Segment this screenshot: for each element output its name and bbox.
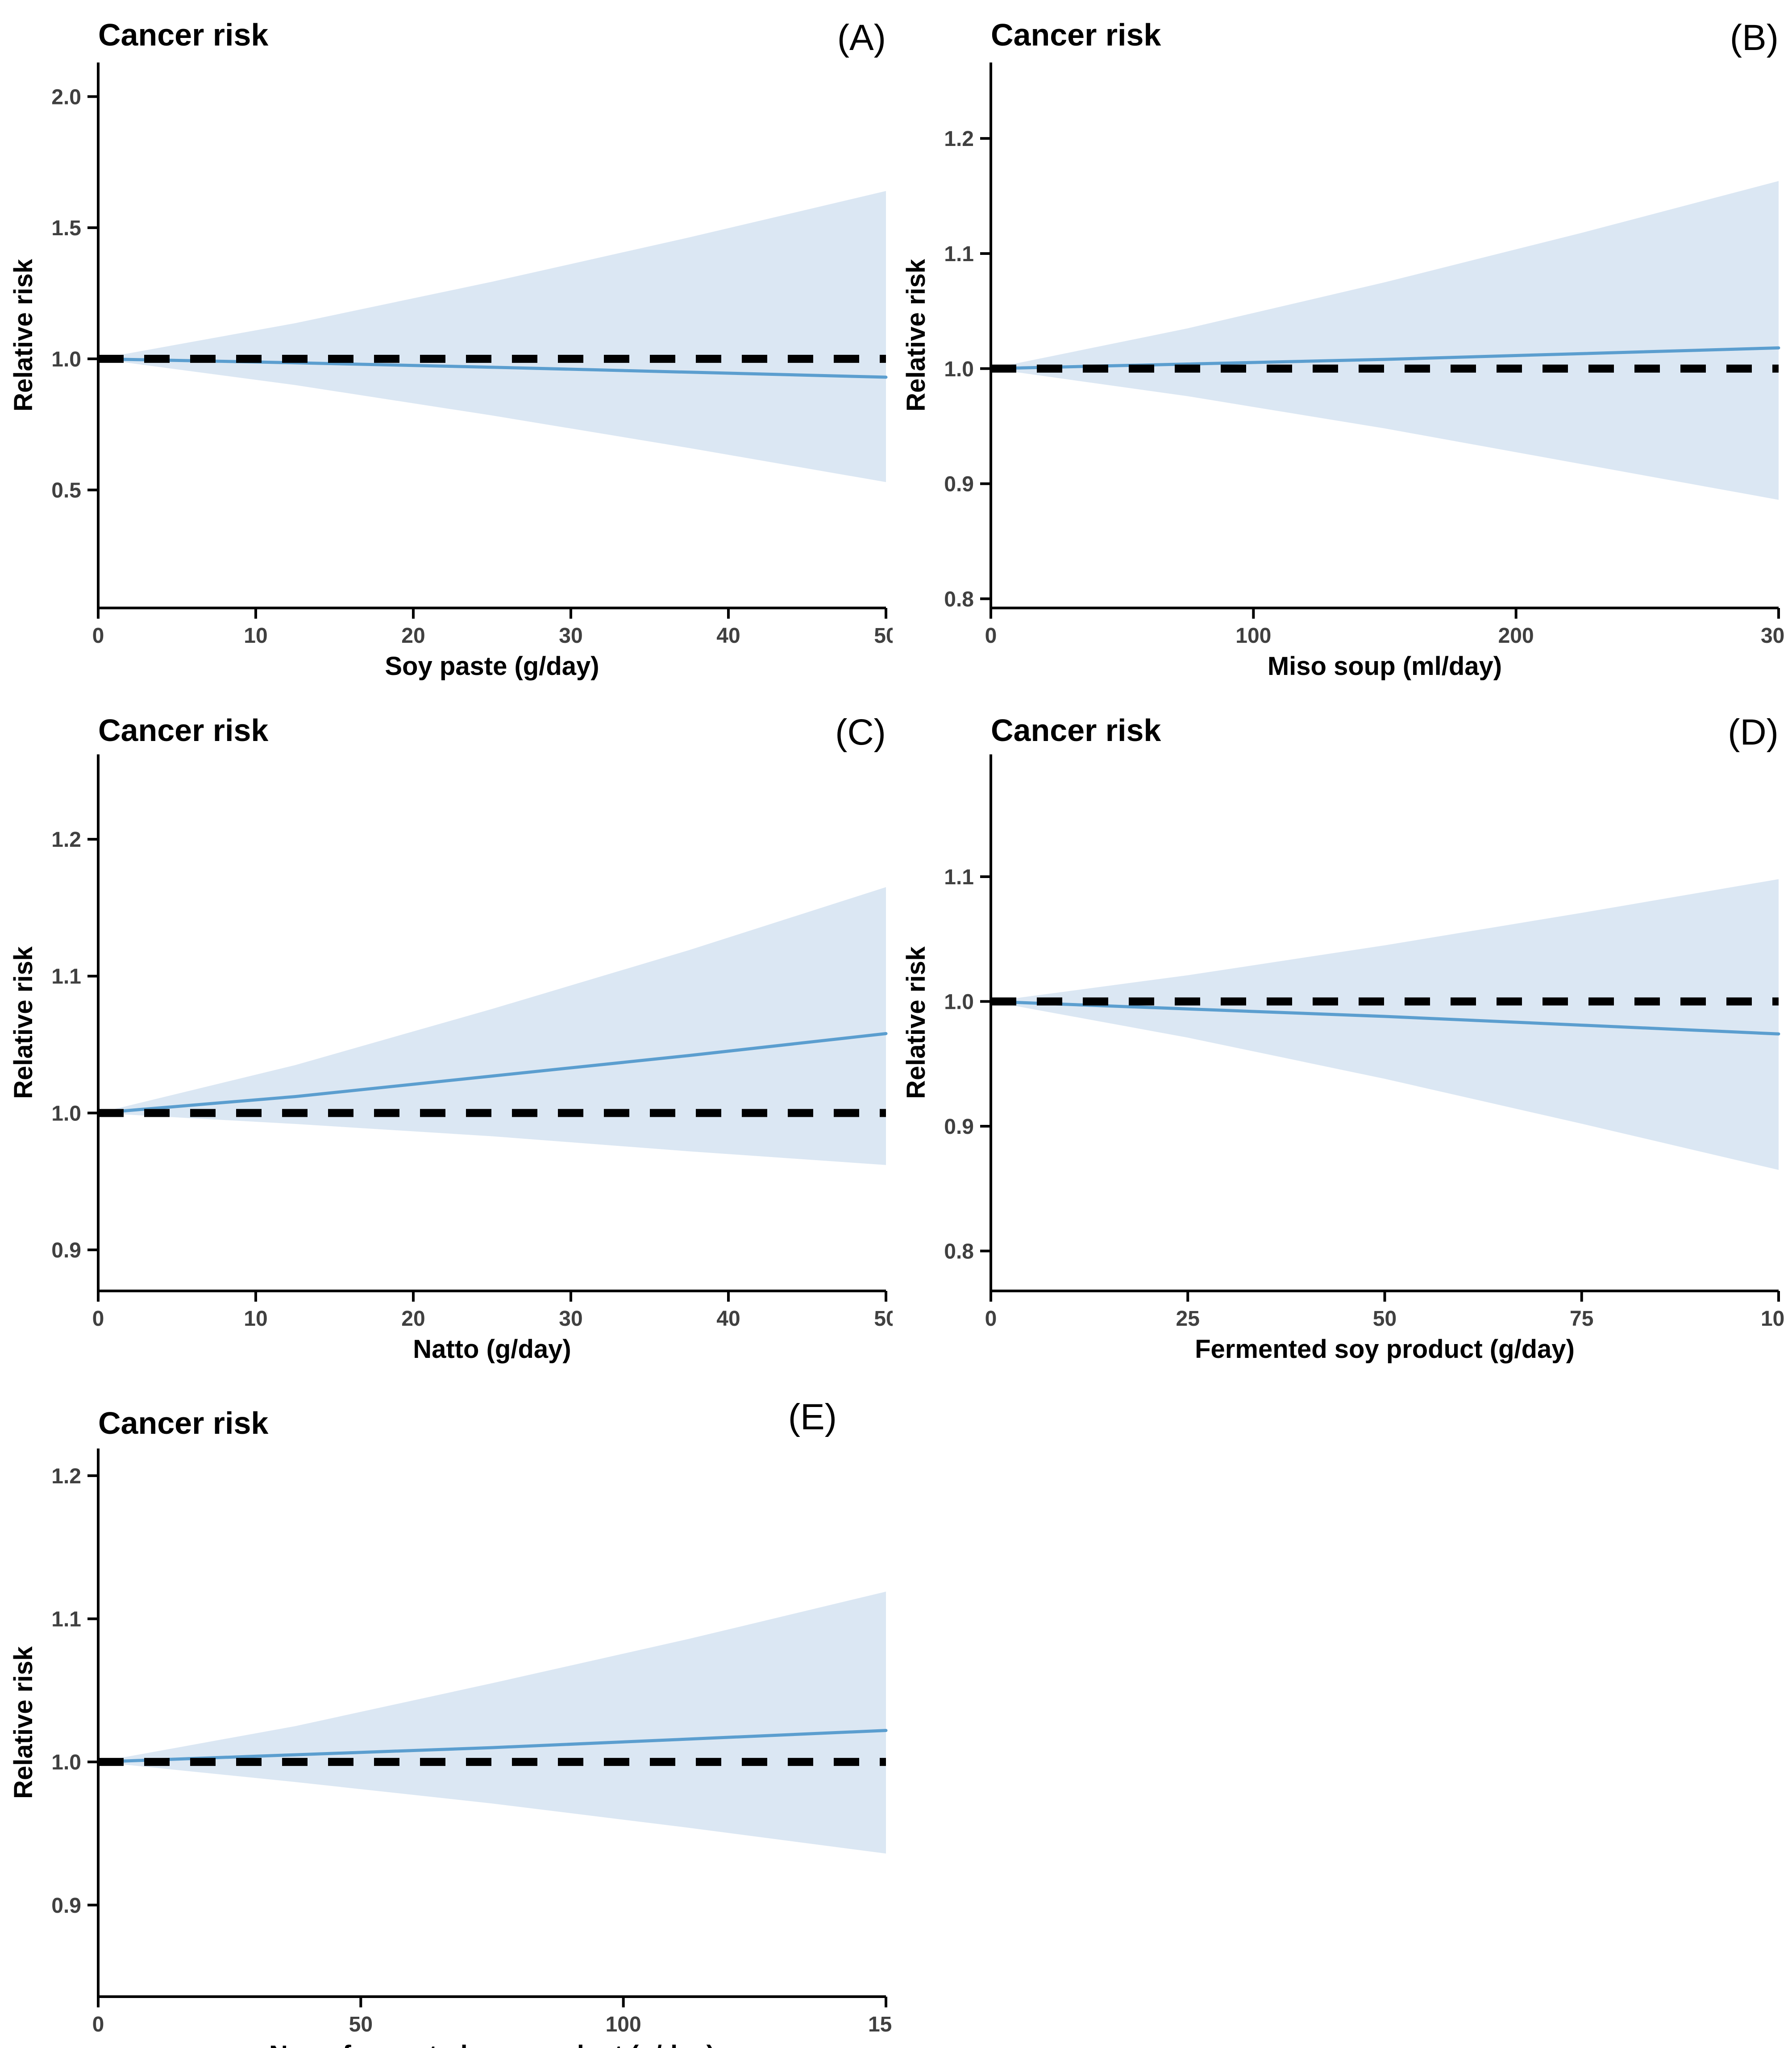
plot-miso-soup: 0.8 0.9 1.0 1.1 1.2 0 100 200 300 Cancer risk (B… xyxy=(902,17,1785,681)
y-tick-label: 1.1 xyxy=(51,965,81,989)
y-tick-label: 0.9 xyxy=(51,1894,81,1918)
y-tick-label: 1.1 xyxy=(944,866,974,889)
y-tick-label: 1.0 xyxy=(51,1102,81,1125)
plot-none-fermented-soy: 0.9 1.0 1.1 1.2 0 50 100 150 Cancer risk (E) Re… xyxy=(9,1397,893,2048)
risk-line xyxy=(989,1000,1780,1036)
x-axis-label: Soy paste (g/day) xyxy=(385,652,599,681)
risk-line xyxy=(96,1729,888,1764)
risk-line xyxy=(96,1032,888,1115)
panel-label: (A) xyxy=(837,17,886,58)
x-tick-label: 0 xyxy=(985,1307,997,1331)
x-tick-label: 75 xyxy=(1570,1307,1593,1331)
chart-layer: 0.8 0.9 1.0 1.1 1.2 0 100 200 300 xyxy=(944,62,1785,648)
panel-title: Cancer risk xyxy=(991,17,1161,52)
panel-title: Cancer risk xyxy=(98,1406,268,1440)
x-tick-label: 25 xyxy=(1176,1307,1200,1331)
y-tick-label: 1.5 xyxy=(51,216,81,240)
risk-line xyxy=(96,357,888,379)
x-tick-label: 150 xyxy=(868,2013,893,2036)
y-tick-label: 0.8 xyxy=(944,1240,974,1264)
x-tick-label: 300 xyxy=(1761,624,1785,648)
confidence-band xyxy=(98,887,886,1165)
panel-title: Cancer risk xyxy=(98,713,268,748)
panel-title: Cancer risk xyxy=(98,17,268,52)
x-axis-label: Miso soup (ml/day) xyxy=(1268,652,1502,681)
x-tick-label: 50 xyxy=(1373,1307,1397,1331)
x-tick-label: 0 xyxy=(92,1307,104,1331)
panel-a: 0.5 1.0 1.5 2.0 0 10 20 30 40 50 Cancer risk (A) … xyxy=(0,0,893,683)
x-tick-label: 100 xyxy=(606,2013,641,2036)
x-tick-label: 40 xyxy=(716,1307,740,1331)
x-tick-label: 30 xyxy=(559,1307,582,1331)
panel-e: 0.9 1.0 1.1 1.2 0 50 100 150 Cancer risk (E) Re… xyxy=(0,1366,893,2048)
x-tick-label: 100 xyxy=(1761,1307,1785,1331)
x-tick-label: 50 xyxy=(349,2013,373,2036)
panel-title: Cancer risk xyxy=(991,713,1161,748)
y-tick-label: 1.1 xyxy=(944,242,974,266)
x-axis-label: Natto (g/day) xyxy=(413,1335,571,1364)
plot-natto: 0.91.01.11.20 10 20 30 40 50 Cancer risk (C) … xyxy=(9,712,893,1364)
y-axis-label: Relative risk xyxy=(9,1646,38,1799)
y-tick-label: 1.2 xyxy=(944,127,974,151)
risk-line xyxy=(989,346,1780,370)
chart-layer: 0.8 0.9 1.0 1.1 0 25 50 75 100 xyxy=(944,754,1785,1331)
y-tick-label: 0.8 xyxy=(944,587,974,611)
confidence-band xyxy=(98,1591,886,1854)
panel-c: 0.9 1.0 1.1 1.2 0 10 20 30 40 50 Cancer risk (C) … xyxy=(0,683,893,1366)
panel-label: (C) xyxy=(835,712,886,753)
panel-d: 0.8 0.9 1.0 1.1 0 25 50 75 100 Cancer risk (D) R… xyxy=(893,683,1785,1366)
y-axis-label: Relative risk xyxy=(9,258,38,412)
panel-label: (D) xyxy=(1728,712,1779,753)
y-tick-label: 2.0 xyxy=(51,85,81,109)
x-tick-label: 30 xyxy=(559,624,582,648)
x-tick-label: 20 xyxy=(401,1307,425,1331)
x-tick-label: 200 xyxy=(1498,624,1534,648)
x-tick-label: 40 xyxy=(716,624,740,648)
x-tick-label: 20 xyxy=(401,624,425,648)
confidence-band xyxy=(991,879,1779,1170)
y-tick-label: 0.9 xyxy=(944,1115,974,1139)
panel-label: (E) xyxy=(788,1397,837,1437)
x-axis-label: None-fermented soy product (g/day) xyxy=(269,2040,715,2048)
y-tick-label: 1.2 xyxy=(51,828,81,852)
y-tick-label: 0.9 xyxy=(51,1239,81,1262)
confidence-band xyxy=(98,191,886,482)
plot-soy-paste: 0.51.01.52.00 10 20 30 40 50 Cancer risk (A) … xyxy=(9,17,893,681)
x-axis-label: Fermented soy product (g/day) xyxy=(1195,1335,1575,1364)
y-tick-label: 1.1 xyxy=(51,1608,81,1632)
y-axis-label: Relative risk xyxy=(902,946,931,1099)
confidence-band xyxy=(991,181,1779,500)
panel-b: 0.8 0.9 1.0 1.1 1.2 0 100 200 300 Cancer risk (B… xyxy=(893,0,1785,683)
y-tick-label: 1.0 xyxy=(944,358,974,381)
panel-label: (B) xyxy=(1730,17,1779,58)
y-axis-label: Relative risk xyxy=(902,258,931,412)
x-tick-label: 10 xyxy=(244,1307,267,1331)
x-tick-label: 100 xyxy=(1235,624,1271,648)
y-tick-label: 1.0 xyxy=(51,348,81,371)
chart-layer: 0.5 1.0 1.5 2.0 0 10 20 30 40 50 xyxy=(51,62,893,648)
x-tick-label: 10 xyxy=(244,624,267,648)
plot-fermented-soy: 0.8 0.9 1.0 1.1 0 25 50 75 100 Cancer risk (D) R… xyxy=(902,712,1785,1364)
x-tick-label: 50 xyxy=(874,1307,893,1331)
x-tick-label: 0 xyxy=(985,624,997,648)
x-tick-label: 50 xyxy=(874,624,893,648)
y-axis-label: Relative risk xyxy=(9,946,38,1099)
x-tick-label: 0 xyxy=(92,624,104,648)
y-tick-label: 0.9 xyxy=(944,473,974,496)
y-tick-label: 1.0 xyxy=(944,990,974,1014)
chart-layer: 0.9 1.0 1.1 1.2 0 50 100 150 xyxy=(51,1449,893,2036)
y-tick-label: 0.5 xyxy=(51,479,81,503)
chart-layer: 0.9 1.0 1.1 1.2 0 10 20 30 40 50 xyxy=(51,754,893,1331)
y-tick-label: 1.2 xyxy=(51,1465,81,1488)
y-tick-label: 1.0 xyxy=(51,1751,81,1774)
x-tick-label: 0 xyxy=(92,2013,104,2036)
